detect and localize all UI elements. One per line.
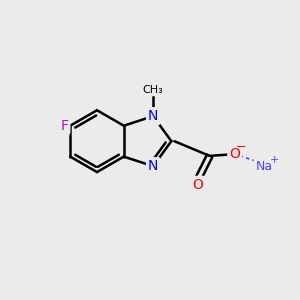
Text: O: O: [192, 178, 203, 192]
Text: Na: Na: [256, 160, 273, 173]
Text: +: +: [270, 155, 279, 165]
Text: CH₃: CH₃: [143, 85, 164, 95]
Text: −: −: [236, 141, 246, 154]
Text: O: O: [229, 147, 240, 161]
Text: N: N: [148, 109, 158, 123]
Text: N: N: [148, 159, 158, 173]
Text: F: F: [60, 119, 68, 133]
